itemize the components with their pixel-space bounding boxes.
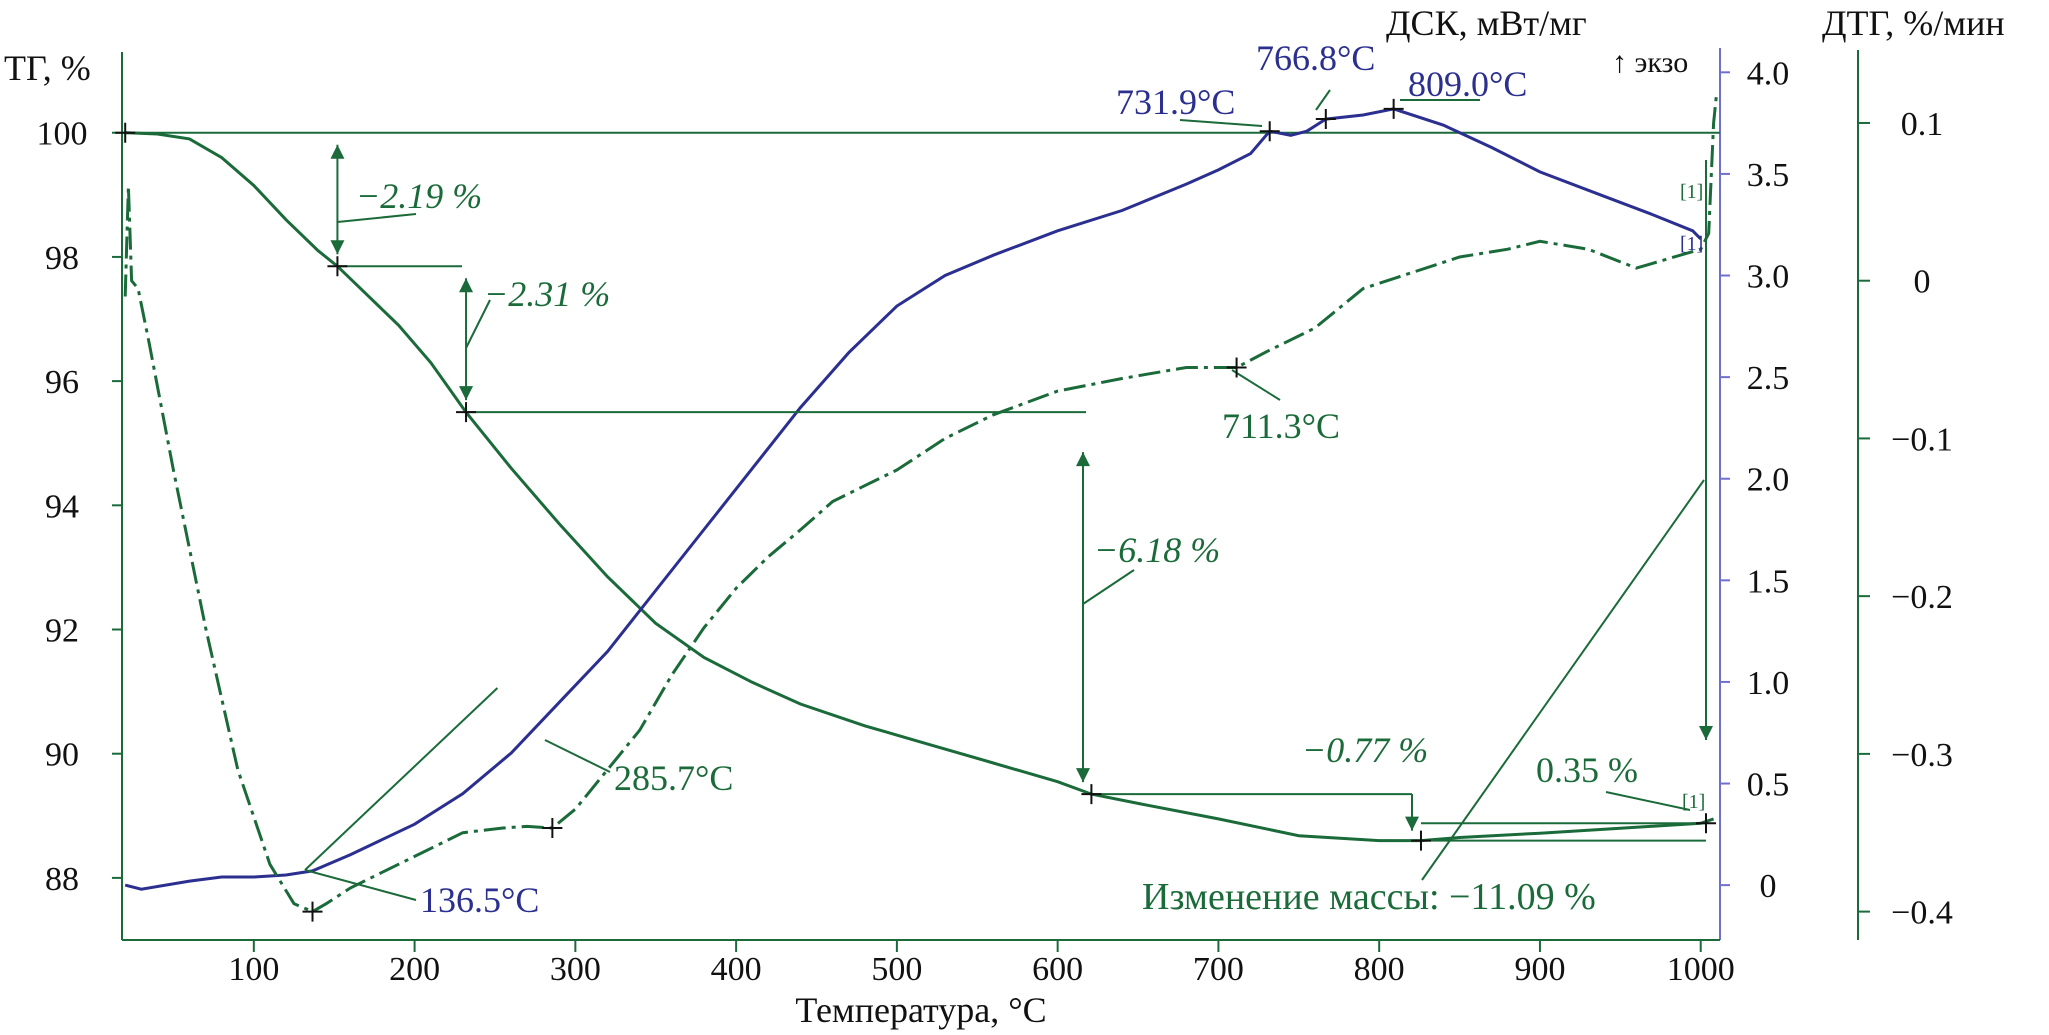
step-label-2: −2.31 % — [484, 274, 610, 314]
tg-curve — [125, 131, 1715, 843]
x-axis-label: Температура, °C — [795, 990, 1046, 1030]
plot-frame — [121, 48, 1859, 941]
dsc-tick-label-4.0: 4.0 — [1747, 55, 1790, 92]
marker-tg-start — [115, 122, 136, 143]
dsc-tick-label-2.0: 2.0 — [1747, 462, 1790, 499]
dsc-peak-731: 731.9°C — [1116, 82, 1235, 122]
arrowhead-step-1-bottom — [330, 240, 345, 255]
dtg-axis-label: ДТГ, %/мин — [1822, 3, 2005, 43]
dtg-tick-label-−0.1: −0.1 — [1891, 421, 1953, 458]
marker-dsc-731 — [1259, 121, 1280, 142]
dtg-tick-label-−0.2: −0.2 — [1891, 579, 1953, 616]
dsc-tick-label-3.5: 3.5 — [1747, 157, 1790, 194]
marker-dtg-711 — [1226, 357, 1247, 378]
dsc-tick-label-0: 0 — [1760, 868, 1777, 905]
dsc-leader-731 — [1179, 119, 1263, 127]
marker-tg-step-1 — [327, 256, 348, 277]
marker-dsc-809 — [1383, 98, 1404, 119]
point-markers — [115, 98, 1716, 922]
x-tick-label-400: 400 — [711, 951, 762, 988]
dtg-tick-label-−0.3: −0.3 — [1891, 737, 1953, 774]
step-label-4: −0.77 % — [1302, 730, 1428, 770]
dtg-ticks: −0.4 −0.3 −0.2 −0.1 0 0.1 — [1858, 106, 1953, 932]
marker-tg-step-4 — [1410, 830, 1431, 851]
tg-tick-label-98: 98 — [45, 240, 79, 277]
tg-tick-label-90: 90 — [45, 737, 79, 774]
tg-tick-label-96: 96 — [45, 364, 79, 401]
dtg-tick-label-−0.4: −0.4 — [1891, 895, 1953, 932]
dsc-axis-label: ДСК, мВт/мг — [1386, 3, 1587, 43]
tg-tick-label-88: 88 — [45, 861, 79, 898]
x-ticks: 100 200 300 400 500 600 700 800 900 1000 — [228, 940, 1735, 988]
dtg-leader-285-b — [544, 739, 611, 773]
dsc-tick-label-1.5: 1.5 — [1747, 563, 1790, 600]
dtg-peak-711: 711.3°C — [1222, 406, 1340, 446]
x-tick-label-500: 500 — [871, 951, 922, 988]
step-label-1: −2.19 % — [356, 176, 482, 216]
dsc-tick-label-0.5: 0.5 — [1747, 767, 1790, 804]
tg-step-construction — [304, 89, 1713, 901]
arrowhead-step-2-top — [459, 278, 474, 293]
arrowhead-step-1-top — [330, 144, 345, 159]
dsc-peak-136: 136.5°C — [420, 880, 539, 920]
tg-tick-label-100: 100 — [37, 116, 88, 153]
dsc-leader-766 — [1315, 89, 1331, 111]
dtg-tick-label-0.1: 0.1 — [1901, 106, 1944, 143]
arrowhead-step-3-bottom — [1076, 768, 1090, 783]
x-tick-label-700: 700 — [1193, 951, 1244, 988]
dtg-curve — [123, 91, 1719, 914]
exo-label: ↑ экзо — [1612, 46, 1688, 79]
arrowhead-step-4 — [1405, 816, 1419, 831]
dtg-tick-label-0: 0 — [1914, 264, 1931, 301]
marker-tg-end — [1696, 813, 1716, 834]
tg-tick-label-94: 94 — [45, 488, 79, 525]
dsc-leader-136 — [304, 869, 417, 901]
dtg-leader-285-a — [304, 687, 499, 871]
dsc-tick-label-1.0: 1.0 — [1747, 665, 1790, 702]
marker-1-dsc: [1] — [1680, 233, 1703, 255]
tg-axis-label: ТГ, % — [4, 48, 91, 88]
step-5-leader — [1605, 791, 1691, 811]
x-tick-label-800: 800 — [1354, 951, 1405, 988]
arrowhead-total — [1699, 726, 1713, 740]
step-3-leader — [1082, 569, 1135, 605]
marker-1-tg: [1] — [1680, 181, 1703, 203]
tg-tick-label-92: 92 — [45, 613, 79, 650]
x-tick-label-600: 600 — [1032, 951, 1083, 988]
arrowhead-step-2-bottom — [459, 386, 474, 401]
x-tick-label-200: 200 — [389, 951, 440, 988]
step-1-leader — [337, 213, 417, 223]
marker-dsc-136 — [302, 901, 323, 922]
dsc-tick-label-2.5: 2.5 — [1747, 360, 1790, 397]
x-tick-label-100: 100 — [228, 951, 279, 988]
marker-1-end: [1] — [1682, 791, 1705, 813]
marker-tg-step-2 — [456, 402, 477, 423]
marker-dsc-766 — [1315, 109, 1336, 130]
dsc-ticks: 0 0.5 1.0 1.5 2.0 2.5 3.0 3.5 4.0 — [1720, 55, 1789, 905]
dtg-leader-711 — [1231, 369, 1281, 401]
dsc-peak-809: 809.0°C — [1408, 64, 1527, 104]
dsc-tick-label-3.0: 3.0 — [1747, 259, 1790, 296]
total-mass-change: Изменение массы: −11.09 % — [1142, 876, 1596, 918]
x-tick-label-900: 900 — [1514, 951, 1565, 988]
dsc-peak-766: 766.8°C — [1256, 38, 1375, 78]
dsc-curve — [124, 107, 1702, 891]
marker-dtg-285 — [542, 818, 563, 839]
marker-tg-step-3 — [1081, 784, 1102, 805]
x-tick-label-1000: 1000 — [1667, 951, 1735, 988]
arrowhead-step-3-top — [1076, 452, 1090, 467]
dtg-peak-285: 285.7°C — [614, 758, 733, 798]
step-label-5: 0.35 % — [1536, 750, 1638, 790]
total-leader — [1421, 479, 1705, 881]
step-2-leader — [465, 299, 491, 349]
x-tick-label-300: 300 — [550, 951, 601, 988]
tg-ticks: 88 90 92 94 96 98 100 — [37, 116, 122, 898]
step-label-3: −6.18 % — [1094, 530, 1220, 570]
